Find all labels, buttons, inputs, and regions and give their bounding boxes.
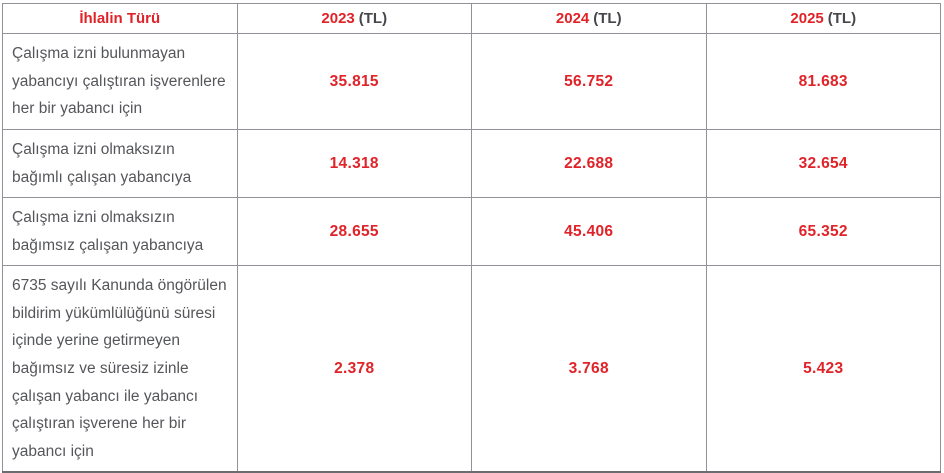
currency-unit-2024: (TL) — [593, 10, 622, 27]
table-row: Çalışma izni olmaksızın bağımsız çalışan… — [2, 197, 941, 267]
violation-label: Çalışma izni bulunmayan yabancıyı çalışt… — [2, 33, 238, 130]
table-row: Çalışma izni olmaksızın bağımlı çalışan … — [2, 128, 941, 199]
fine-value-2024: 56.752 — [471, 33, 707, 130]
column-header-2025: 2025 (TL) — [705, 3, 941, 34]
fine-value-2024: 22.688 — [471, 128, 707, 199]
fine-value-2024: 3.768 — [471, 265, 707, 473]
violation-label: 6735 sayılı Kanunda öngörülen bildirim y… — [2, 265, 238, 473]
fine-value-2025: 81.683 — [705, 33, 941, 130]
currency-unit-2025: (TL) — [827, 10, 857, 27]
fine-value-2023: 35.815 — [236, 33, 472, 130]
currency-unit-2023: (TL) — [358, 10, 388, 27]
penalty-fines-table: İhlalin Türü 2023 (TL) 2024 (TL) 2025 (TL) … — [2, 3, 941, 473]
violation-label: Çalışma izni olmaksızın bağımlı çalışan … — [2, 128, 238, 199]
column-header-violation-type: İhlalin Türü — [2, 3, 238, 34]
column-header-2023: 2023 (TL) — [236, 3, 472, 34]
violation-label: Çalışma izni olmaksızın bağımsız çalışan… — [2, 197, 238, 267]
fine-value-2025: 32.654 — [705, 128, 941, 199]
year-2024-label: 2024 — [555, 10, 590, 27]
year-2025-label: 2025 — [790, 10, 824, 27]
column-header-2024: 2024 (TL) — [471, 3, 707, 34]
fine-value-2023: 14.318 — [236, 128, 472, 199]
fine-value-2025: 65.352 — [705, 197, 941, 267]
violation-type-header-label: İhlalin Türü — [79, 10, 161, 27]
fine-value-2024: 45.406 — [471, 197, 707, 267]
year-2023-label: 2023 — [321, 10, 355, 27]
table-row: 6735 sayılı Kanunda öngörülen bildirim y… — [2, 265, 941, 473]
fine-value-2023: 2.378 — [236, 265, 472, 473]
table-row: Çalışma izni bulunmayan yabancıyı çalışt… — [2, 33, 941, 130]
fine-value-2025: 5.423 — [705, 265, 941, 473]
table-header-row: İhlalin Türü 2023 (TL) 2024 (TL) 2025 (TL) — [2, 3, 941, 34]
fine-value-2023: 28.655 — [236, 197, 472, 267]
